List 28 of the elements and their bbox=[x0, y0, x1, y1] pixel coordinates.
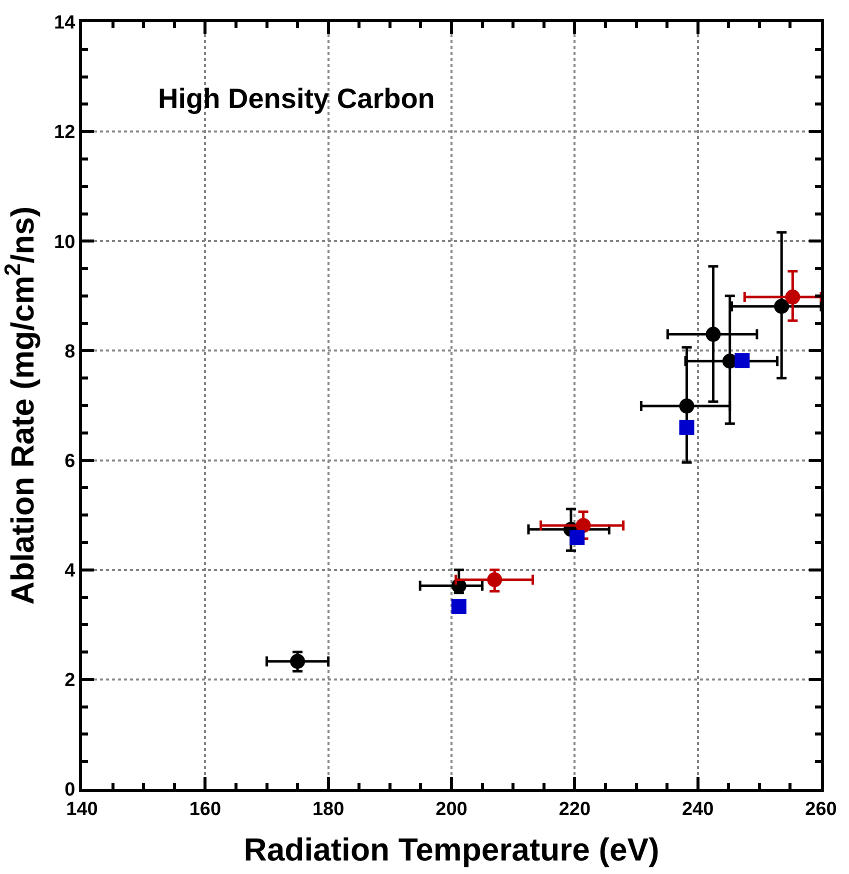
x-tick-label: 180 bbox=[312, 798, 344, 820]
annotation: High Density Carbon bbox=[158, 83, 435, 114]
x-axis-title: Radiation Temperature (eV) bbox=[244, 832, 660, 868]
y-tick-label: 4 bbox=[64, 560, 76, 582]
y-tick-label: 12 bbox=[54, 122, 76, 144]
x-tick-label: 220 bbox=[558, 798, 591, 820]
y-tick-label: 10 bbox=[54, 232, 76, 253]
point bbox=[487, 572, 502, 588]
y-tick-label: 14 bbox=[54, 12, 76, 34]
point bbox=[706, 326, 721, 342]
point bbox=[576, 518, 591, 533]
point bbox=[734, 353, 750, 368]
point bbox=[451, 599, 466, 614]
y-tick-label: 6 bbox=[64, 450, 76, 472]
y-tick-label: 2 bbox=[64, 670, 76, 692]
x-tick-label: 160 bbox=[189, 798, 222, 820]
point bbox=[785, 290, 800, 305]
point bbox=[774, 298, 790, 314]
x-tick-label: 140 bbox=[66, 798, 98, 820]
point bbox=[570, 530, 585, 546]
point bbox=[290, 654, 306, 669]
point bbox=[679, 398, 694, 414]
x-tick-label: 260 bbox=[805, 798, 837, 820]
y-tick-label: 0 bbox=[64, 780, 76, 801]
x-tick-label: 240 bbox=[682, 798, 714, 820]
x-tick-label: 200 bbox=[436, 798, 468, 820]
point bbox=[679, 420, 694, 435]
y-tick-label: 8 bbox=[64, 341, 76, 362]
